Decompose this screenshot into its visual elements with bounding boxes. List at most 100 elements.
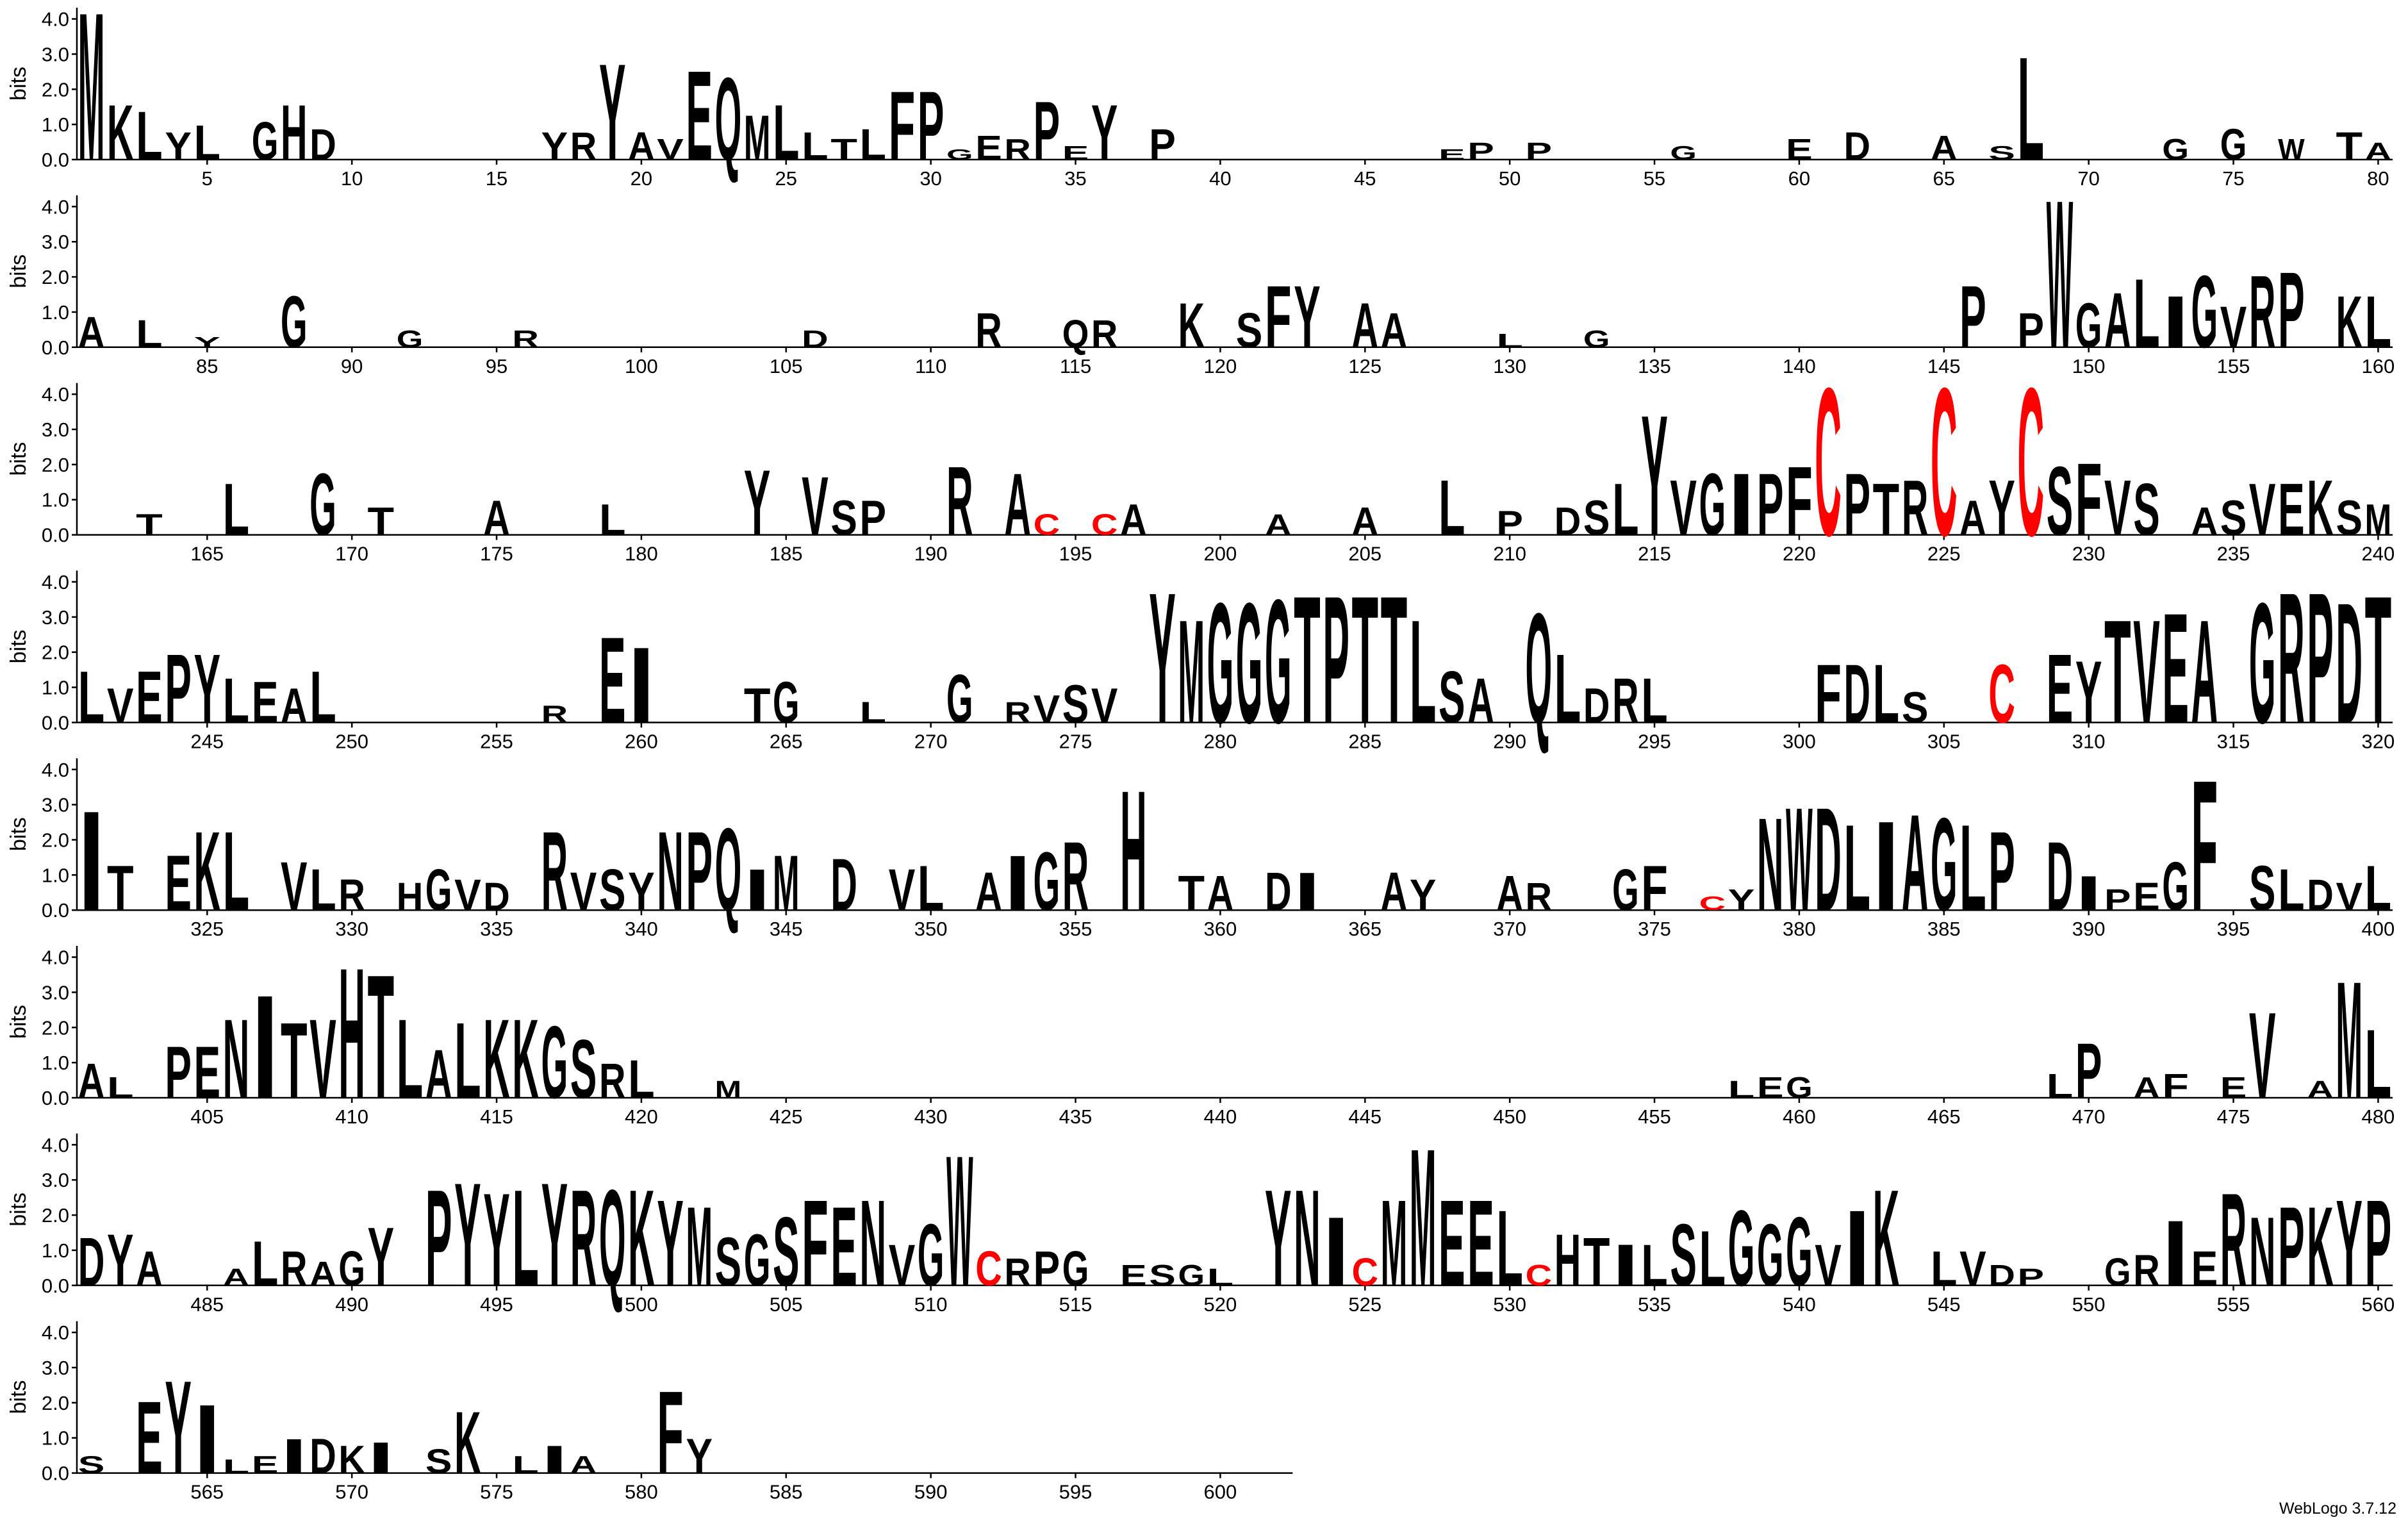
x-tick-label: 430 bbox=[914, 1105, 948, 1128]
logo-letter: V bbox=[1670, 464, 1697, 552]
logo-letter: R bbox=[599, 1053, 626, 1108]
logo-letter: D bbox=[1554, 499, 1581, 543]
x-tick-label: 135 bbox=[1638, 355, 1671, 377]
logo-letter: T bbox=[830, 133, 857, 166]
logo-letter: I bbox=[2162, 1202, 2189, 1305]
logo-letter: S bbox=[1583, 490, 1610, 545]
x-tick-label: 290 bbox=[1493, 730, 1526, 752]
logo-letter: E bbox=[975, 129, 1002, 167]
y-tick-label: 2.0 bbox=[42, 1392, 69, 1414]
logo-letter: A bbox=[2133, 1071, 2160, 1104]
y-tick-label: 3.0 bbox=[42, 606, 69, 629]
y-tick-label: 1.0 bbox=[42, 301, 69, 324]
logo-letter: R bbox=[512, 325, 539, 352]
logo-letter: A bbox=[2307, 1076, 2334, 1104]
logo-letter: I bbox=[252, 965, 279, 1130]
x-tick-label: 265 bbox=[770, 730, 803, 752]
logo-letter: G bbox=[773, 670, 800, 735]
x-tick-label: 515 bbox=[1059, 1293, 1093, 1316]
x-tick-label: 25 bbox=[775, 167, 797, 190]
logo-letter: G bbox=[2191, 255, 2218, 370]
x-tick-label: 300 bbox=[1783, 730, 1816, 752]
logo-letter: R bbox=[975, 302, 1002, 358]
x-tick-label: 190 bbox=[914, 543, 948, 565]
y-tick-label: 3.0 bbox=[42, 1169, 69, 1191]
x-tick-label: 470 bbox=[2072, 1105, 2106, 1128]
logo-letter: G bbox=[1062, 1241, 1089, 1296]
x-tick-label: 535 bbox=[1638, 1293, 1671, 1316]
x-tick-label: 105 bbox=[770, 355, 803, 377]
logo-letter: M bbox=[2336, 947, 2363, 1134]
logo-letter: C bbox=[1988, 647, 2015, 741]
x-tick-label: 575 bbox=[480, 1481, 513, 1503]
logo-letter: A bbox=[1381, 861, 1408, 922]
logo-letter: V bbox=[2336, 875, 2363, 919]
logo-letter: K bbox=[628, 1161, 655, 1315]
logo-letter: G bbox=[338, 1241, 365, 1296]
logo-letter: Y bbox=[541, 124, 568, 169]
logo-letter: F bbox=[2162, 1067, 2189, 1105]
logo-letter: S bbox=[425, 1442, 452, 1480]
logo-letter: Y bbox=[628, 861, 655, 922]
logo-letter: L bbox=[397, 996, 424, 1122]
y-tick-label: 0.0 bbox=[42, 1462, 69, 1485]
y-tick-label: 2.0 bbox=[42, 829, 69, 851]
y-tick-label: 0.0 bbox=[42, 336, 69, 359]
logo-letter: K bbox=[454, 1393, 481, 1493]
logo-letter: F bbox=[2191, 742, 2218, 950]
logo-letter: L bbox=[918, 853, 944, 924]
logo-letter: R bbox=[2133, 1246, 2160, 1295]
logo-letter: L bbox=[512, 1161, 539, 1315]
y-tick-label: 2.0 bbox=[42, 454, 69, 476]
logo-letter: Y bbox=[744, 451, 771, 555]
logo-letter: M bbox=[2365, 495, 2392, 545]
logo-letter: L bbox=[1496, 1189, 1523, 1309]
logo-letter: P bbox=[2104, 884, 2131, 916]
logo-letter: F bbox=[889, 72, 916, 181]
x-tick-label: 145 bbox=[1927, 355, 1961, 377]
x-tick-label: 465 bbox=[1927, 1105, 1961, 1128]
x-tick-label: 230 bbox=[2072, 543, 2106, 565]
logo-letter: F bbox=[1641, 853, 1668, 924]
logo-letter: T bbox=[1294, 559, 1321, 762]
logo-letter: L bbox=[1554, 634, 1581, 744]
logo-letter: L bbox=[860, 120, 887, 169]
logo-letter: C bbox=[1815, 344, 1842, 580]
y-tick-label: 0.0 bbox=[42, 711, 69, 734]
logo-letter: C bbox=[1699, 892, 1726, 914]
logo-letter: G bbox=[1178, 1259, 1205, 1292]
x-tick-label: 415 bbox=[480, 1105, 513, 1128]
logo-letter: S bbox=[1902, 683, 1929, 732]
logo-letter: A bbox=[1352, 499, 1379, 543]
logo-letter: S bbox=[830, 490, 857, 545]
logo-letter: A bbox=[78, 1053, 105, 1108]
logo-letter: G bbox=[541, 1005, 568, 1120]
x-tick-label: 260 bbox=[625, 730, 658, 752]
logo-letter: G bbox=[2220, 120, 2247, 169]
logo-letter: C bbox=[1352, 1250, 1379, 1294]
logo-letter: A bbox=[1207, 866, 1234, 921]
y-axis-label: bits bbox=[6, 254, 31, 288]
logo-letter: T bbox=[136, 509, 163, 542]
logo-letter: G bbox=[309, 455, 336, 554]
x-tick-label: 500 bbox=[625, 1293, 658, 1316]
logo-letter: E bbox=[1757, 1071, 1784, 1104]
logo-row: bits 0.0 1.0 2.0 3.0 4.0 565 570 575 580 585 590 595… bbox=[6, 1321, 1293, 1503]
logo-letter: N bbox=[223, 996, 250, 1122]
logo-letter: D bbox=[1843, 124, 1870, 169]
x-tick-label: 50 bbox=[1499, 167, 1521, 190]
y-tick-label: 4.0 bbox=[42, 759, 69, 781]
y-tick-label: 4.0 bbox=[42, 383, 69, 406]
logo-letter: G bbox=[2104, 1250, 2131, 1294]
logo-letter: L bbox=[252, 1228, 279, 1300]
logo-letter: Y bbox=[2075, 643, 2102, 742]
logo-letter: P bbox=[1034, 84, 1060, 178]
logo-letter: R bbox=[2278, 554, 2305, 763]
logo-letter: L bbox=[454, 1001, 481, 1121]
logo-letter: I bbox=[2075, 866, 2102, 921]
logo-letter: E bbox=[2047, 634, 2074, 744]
logo-letter: L bbox=[1641, 666, 1668, 737]
x-tick-label: 490 bbox=[335, 1293, 368, 1316]
logo-letter: A bbox=[309, 1255, 336, 1293]
